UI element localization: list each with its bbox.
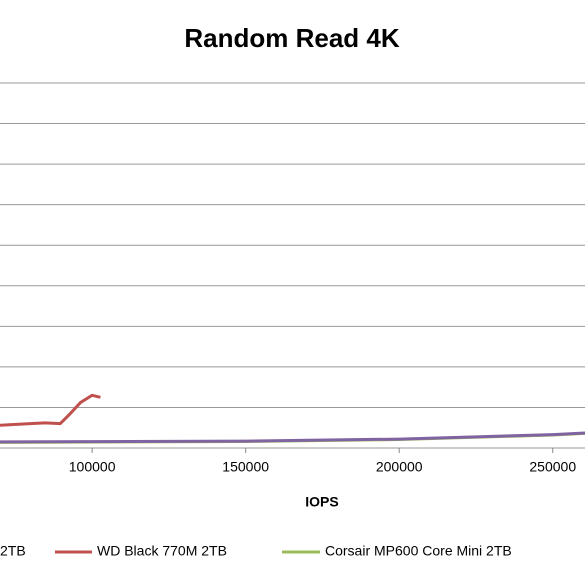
legend-label: WD Black 770M 2TB [97, 543, 227, 559]
series-line [0, 393, 101, 427]
legend-label: Corsair MP600 Core Mini 2TB [325, 543, 512, 559]
x-axis-label: IOPS [305, 494, 338, 510]
chart-title: Random Read 4K [184, 23, 399, 53]
x-tick-label: 200000 [376, 459, 423, 475]
series-line [0, 431, 585, 444]
legend-label: 2TB [0, 543, 26, 559]
x-tick-label: 100000 [69, 459, 116, 475]
x-tick-label: 150000 [222, 459, 269, 475]
x-tick-label: 250000 [529, 459, 576, 475]
